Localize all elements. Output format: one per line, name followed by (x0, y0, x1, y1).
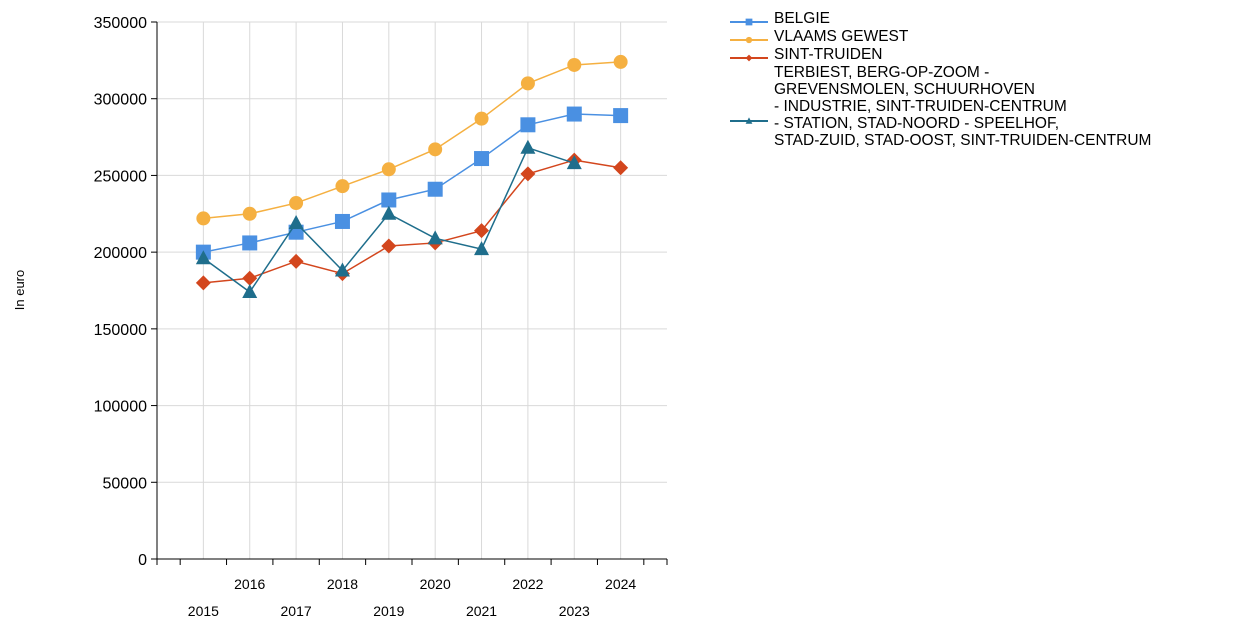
y-tick-label: 100000 (94, 399, 147, 416)
axes: 0 50000 100000 150000 200000 250000 300000 3500… (94, 15, 668, 619)
x-tick-label: 2016 (234, 576, 265, 592)
series-line (203, 159, 621, 284)
data-point (428, 142, 443, 157)
data-point (334, 262, 350, 277)
legend-swatch (730, 36, 768, 44)
series-line (203, 61, 621, 220)
data-point (613, 160, 629, 176)
data-point (242, 284, 258, 299)
legend-item: VLAAMS GEWEST (730, 28, 1230, 45)
series-layer (195, 54, 629, 299)
data-point (474, 223, 490, 239)
data-point (520, 117, 536, 133)
data-point (474, 151, 490, 167)
x-tick-label: 2015 (188, 603, 219, 619)
data-point (288, 214, 304, 229)
series-1 (196, 54, 628, 226)
data-point (196, 211, 211, 226)
data-point (566, 155, 582, 170)
x-tick-label: 2021 (466, 603, 497, 619)
x-tick-label: 2017 (281, 603, 312, 619)
legend-label: SINT-TRUIDEN (774, 46, 883, 63)
data-point (381, 205, 397, 220)
series-3 (195, 139, 582, 299)
data-point (427, 230, 443, 245)
data-point (289, 196, 304, 211)
legend-item: SINT-TRUIDEN (730, 46, 1230, 63)
x-tick-label: 2023 (559, 603, 590, 619)
data-point (195, 275, 211, 291)
y-tick-label: 200000 (94, 245, 147, 262)
x-tick-label: 2022 (512, 576, 543, 592)
grid (157, 21, 667, 559)
legend-swatch (730, 117, 768, 124)
y-tick-label: 250000 (94, 168, 147, 185)
data-point (381, 238, 397, 254)
y-tick-label: 0 (138, 552, 147, 569)
series-0 (195, 106, 629, 260)
data-point (474, 241, 490, 256)
y-tick-label: 300000 (94, 92, 147, 109)
y-axis-label: In euro (12, 270, 27, 310)
data-point (242, 206, 257, 221)
data-point (242, 270, 258, 286)
legend-marker (745, 117, 753, 124)
x-tick-label: 2024 (605, 576, 636, 592)
data-point (613, 54, 628, 69)
data-point (381, 192, 397, 208)
legend-marker (745, 54, 753, 62)
legend-label: TERBIEST, BERG-OP-ZOOM - GREVENSMOLEN, S… (774, 64, 1152, 149)
legend: BELGIE VLAAMS GEWEST SINT-TRUIDEN TERBIEST,… (730, 10, 1230, 150)
data-point (474, 111, 489, 126)
legend-marker (745, 36, 753, 44)
y-tick-label: 350000 (94, 15, 147, 32)
legend-item: TERBIEST, BERG-OP-ZOOM - GREVENSMOLEN, S… (730, 64, 1230, 149)
legend-marker (745, 18, 753, 26)
legend-swatch (730, 54, 768, 62)
legend-item: BELGIE (730, 10, 1230, 27)
data-point (242, 235, 258, 251)
x-tick-label: 2019 (373, 603, 404, 619)
legend-label: BELGIE (774, 10, 830, 27)
x-tick-label: 2020 (420, 576, 451, 592)
series-2 (195, 152, 629, 291)
data-point (566, 106, 582, 122)
data-point (335, 179, 350, 194)
data-point (613, 108, 629, 124)
y-tick-label: 50000 (103, 475, 148, 492)
series-line (203, 113, 621, 253)
legend-label: VLAAMS GEWEST (774, 28, 909, 45)
data-point (520, 76, 535, 91)
line-chart: 0 50000 100000 150000 200000 250000 300000 3500… (12, 15, 668, 619)
data-point (195, 250, 211, 265)
data-point (334, 213, 350, 229)
data-point (520, 166, 536, 182)
y-tick-label: 150000 (94, 322, 147, 339)
x-tick-label: 2018 (327, 576, 358, 592)
data-point (427, 181, 443, 197)
data-point (288, 253, 304, 269)
data-point (567, 57, 582, 72)
data-point (381, 162, 396, 177)
legend-swatch (730, 18, 768, 26)
data-point (520, 139, 536, 154)
